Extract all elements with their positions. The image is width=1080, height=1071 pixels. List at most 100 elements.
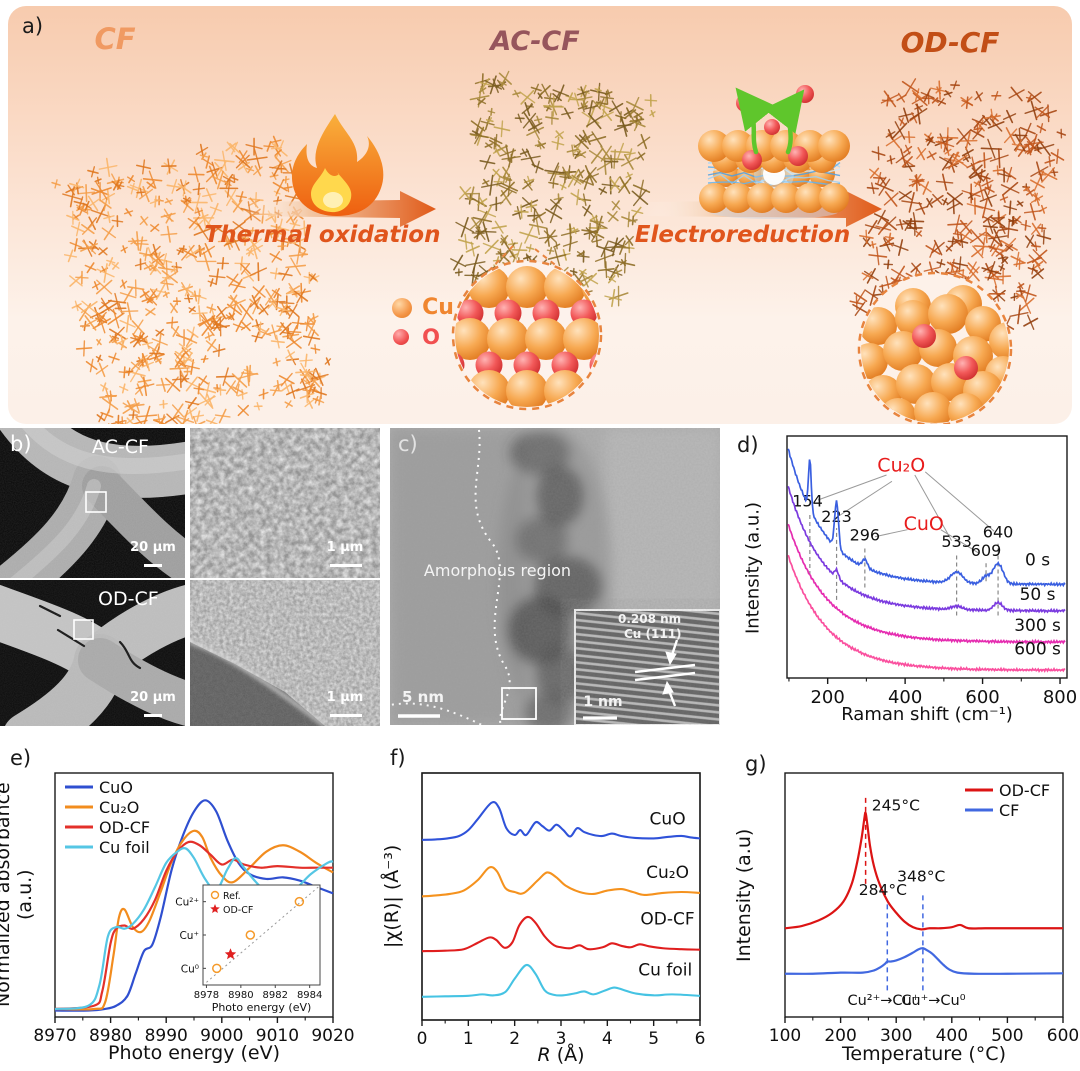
process-label-oxidation: Thermal oxidation (204, 222, 441, 248)
legend-label: OD-CF (99, 818, 150, 837)
electroreduction-icon (698, 85, 850, 219)
tick-label: 400 (936, 1026, 968, 1046)
label-connector (839, 480, 893, 517)
series-OD-CF (784, 811, 1063, 931)
sem-label-accf: AC-CF (92, 436, 149, 458)
tick-label: 8990 (145, 1026, 188, 1046)
amorphous-region-label: Amorphous region (423, 561, 572, 580)
label-connector (874, 529, 908, 538)
annotation: 348°C (897, 868, 945, 886)
plot-frame (421, 772, 701, 1021)
scale-bar (330, 714, 362, 717)
tick-label: 8970 (33, 1026, 76, 1046)
series-Cu₂O (421, 866, 701, 898)
flame-icon (291, 114, 384, 216)
series-CuO (421, 801, 701, 841)
series-50 s (787, 486, 1066, 614)
o-atom-icon (393, 329, 409, 345)
series-label: OD-CF (640, 909, 694, 929)
inset-ytick-label: Cu²⁺ (175, 897, 199, 909)
species-label: Cu₂O (877, 455, 925, 477)
legend-label: Cu₂O (99, 798, 139, 817)
annotation: Cu⁺→Cu⁰ (901, 993, 965, 1009)
inset-ytick-label: Cu⁰ (181, 963, 199, 975)
tpr-ylabel: Intensity (a.u) (733, 828, 755, 962)
series-600 s (787, 554, 1066, 673)
series-label: 0 s (1025, 551, 1050, 571)
panel-a-schematic (51, 70, 1067, 424)
stage-label-cf: CF (94, 22, 136, 56)
tick-label: 9000 (200, 1026, 243, 1046)
label-connector (914, 474, 953, 541)
annotation: Cu²⁺→Cu⁺ (847, 993, 919, 1009)
cf-foam-illustration (51, 135, 332, 424)
marker-Ref. (245, 930, 256, 940)
panel-e: e) 8970 8980 8990 9000 9010 9020 CuO Cu₂O OD-CF C… (0, 740, 380, 1071)
sem-image-accf-high-mag (190, 428, 380, 578)
xanes-xlabel: Photo energy (eV) (108, 1042, 280, 1064)
sem-image-odcf-low-mag (0, 580, 185, 726)
panel-g-letter: g) (745, 752, 767, 776)
peak-value-label: 609 (971, 541, 1002, 560)
tick-label: 800 (1043, 687, 1077, 708)
tick-label: 6 (695, 1029, 706, 1049)
scale-bar-label: 20 μm (130, 540, 176, 555)
panel-c: c) Amorphous region 5 nm 0.208 nm Cu (11… (390, 428, 720, 725)
marker-OD-CF (224, 948, 237, 960)
scale-bar-label: 1 μm (326, 540, 364, 555)
inset-tick-label: 8978 (194, 990, 219, 1001)
exafs-xlabel-var: R (537, 1044, 551, 1066)
tick-label: 1 (463, 1029, 474, 1049)
peak-value-label: 296 (850, 526, 881, 545)
tpr-xlabel: Temperature (°C) (842, 1043, 1006, 1065)
tick-label: 5 (648, 1029, 659, 1049)
cu-atom-icon (392, 297, 412, 318)
scale-bar-label: 1 μm (326, 690, 364, 705)
process-label-reduction: Electroreduction (634, 222, 851, 248)
stage-label-odcf: OD-CF (900, 26, 1000, 59)
lattice-plane-label: Cu (111) (624, 627, 682, 641)
peak-value-label: 154 (792, 491, 823, 510)
tem-inset (574, 609, 720, 725)
tick-label: 2 (509, 1029, 520, 1049)
series-label: CuO (650, 810, 686, 830)
species-label: CuO (904, 513, 944, 535)
tick-label: 300 (880, 1026, 912, 1046)
stage-label-accf: AC-CF (490, 26, 580, 57)
panel-f-letter: f) (390, 746, 406, 770)
annotation: 284°C (859, 881, 907, 899)
legend-label: OD-CF (999, 781, 1050, 800)
series-label: 300 s (1014, 616, 1061, 636)
series-CF (784, 947, 1064, 975)
scale-bar (144, 564, 162, 567)
series-OD-CF (421, 915, 701, 953)
raman-ylabel: Intensity (a.u.) (742, 502, 764, 634)
tick-label: 0 (417, 1029, 428, 1049)
cu2o-lattice-illustration (455, 266, 599, 407)
inset-xlabel: Photo energy (eV) (212, 1001, 312, 1014)
panel-a-letter: a) (22, 14, 44, 38)
tem-image (390, 428, 720, 725)
annotation: 245°C (872, 797, 920, 815)
tick-label: 3 (556, 1029, 567, 1049)
sem-image-accf-low-mag (0, 428, 185, 578)
panel-c-letter: c) (398, 432, 418, 456)
series-0 s (787, 448, 1066, 588)
oxygen-release-arrow (735, 87, 777, 155)
inset-legend-label: Ref. (223, 891, 241, 902)
panel-b: b) AC-CF OD-CF 20 μm 1 μm 20 μm 1 μm (0, 428, 380, 726)
label-connector (817, 474, 887, 501)
series-label: 50 s (1020, 585, 1056, 605)
lattice-spacing-label: 0.208 nm (618, 612, 682, 626)
sem-label-odcf: OD-CF (98, 588, 159, 610)
sem-image-odcf-high-mag (190, 580, 380, 726)
peak-value-label: 223 (821, 507, 852, 526)
scale-bar-label: 20 μm (130, 690, 176, 705)
exafs-xlabel: R (Å) (422, 1044, 700, 1066)
oxygen-release-arrow (763, 89, 805, 155)
inset-tick-label: 8982 (263, 990, 288, 1001)
tick-label: 200 (810, 687, 844, 708)
legend-label: CF (999, 801, 1019, 820)
